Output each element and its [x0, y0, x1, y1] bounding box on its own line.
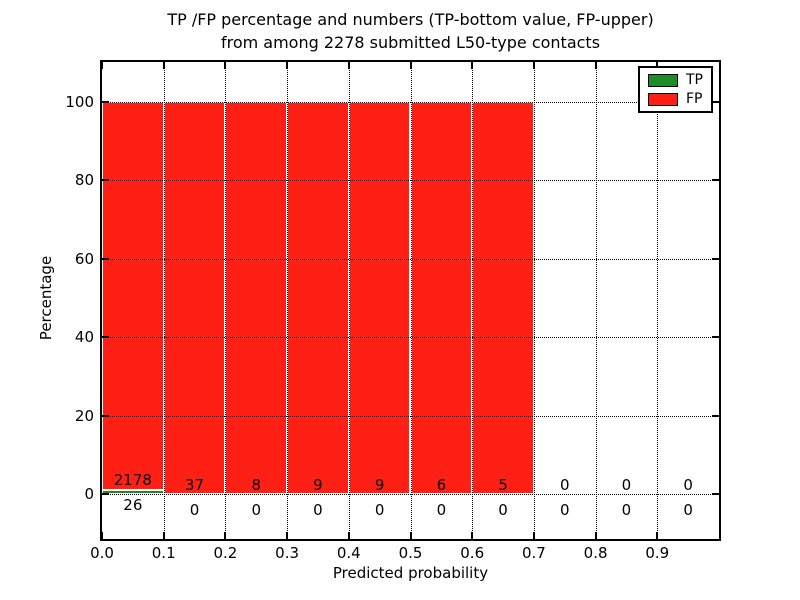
y-tick-left [102, 257, 109, 260]
tp-count-label: 0 [498, 500, 508, 519]
x-tick-top [224, 62, 227, 69]
y-tick-left [102, 100, 109, 103]
y-tick-right [712, 336, 719, 339]
fp-count-label: 8 [251, 475, 262, 494]
fp-count-label: 37 [185, 475, 205, 494]
x-tick-label: 0.6 [460, 544, 485, 562]
x-tick-bottom [347, 532, 350, 539]
fp-color-swatch [648, 92, 678, 106]
legend-entry-fp: FP [648, 92, 703, 106]
gridline-vertical [225, 62, 227, 539]
tp-count-label: 0 [621, 500, 632, 519]
tp-count-label: 0 [189, 500, 200, 519]
fp-count-label: 9 [374, 475, 385, 494]
gridline-vertical [657, 62, 659, 539]
x-tick-label: 0.8 [583, 544, 608, 562]
x-tick-bottom [656, 532, 659, 539]
fp-count-label: 2178 [113, 470, 152, 489]
fp-count-label: 9 [313, 475, 323, 494]
plot-area: TP FP 0 20 40 60 80 100 0.0 0.1 0.2 0.3 0.4 0.5 0.6 0… [65, 60, 721, 562]
tp-count-label: 26 [123, 496, 143, 515]
y-tick-right [712, 414, 719, 417]
y-tick-left [102, 179, 109, 182]
y-tick-right [712, 493, 719, 496]
x-tick-bottom [409, 532, 412, 539]
gridline-vertical [533, 62, 535, 539]
x-tick-top [347, 62, 350, 69]
gridline-vertical [595, 62, 597, 539]
x-tick-label: 0.5 [398, 544, 423, 562]
legend-entry-tp: TP [648, 73, 703, 87]
fp-count-label: 5 [498, 475, 508, 494]
x-tick-bottom [286, 532, 289, 539]
x-tick-bottom [594, 532, 597, 539]
fp-bar [348, 101, 411, 495]
tp-color-swatch [648, 73, 678, 87]
x-tick-top [162, 62, 165, 69]
tp-count-label: 0 [683, 500, 693, 519]
x-axis-label: Predicted probability [332, 564, 489, 582]
chart-title-line-1: TP /FP percentage and numbers (TP-bottom… [167, 10, 654, 29]
y-tick-right [712, 179, 719, 182]
fp-bar [287, 101, 349, 495]
tp-count-label: 0 [313, 500, 323, 519]
fp-count-label: 0 [683, 475, 693, 494]
fp-count-label: 0 [559, 475, 570, 494]
x-tick-bottom [101, 532, 103, 539]
y-tick-label: 80 [74, 171, 94, 190]
tp-count-label: 0 [251, 500, 262, 519]
x-tick-label: 0.4 [336, 544, 361, 562]
x-tick-label: 0.0 [90, 544, 114, 562]
gridline-vertical [472, 62, 474, 539]
fp-count-label: 6 [436, 475, 447, 494]
x-tick-label: 0.7 [521, 544, 546, 562]
y-tick-right [712, 257, 719, 260]
y-tick-left [102, 414, 109, 417]
y-tick-label: 40 [74, 328, 94, 347]
tp-bar [102, 489, 164, 495]
chart-title-line-2: from among 2278 submitted L50-type conta… [220, 33, 601, 52]
x-tick-top [656, 62, 659, 69]
x-tick-bottom [471, 532, 474, 539]
fp-bar [102, 101, 164, 490]
x-tick-top [101, 62, 103, 69]
fp-bar [472, 101, 534, 495]
x-tick-top [409, 62, 412, 69]
gridline-vertical [410, 62, 412, 539]
fp-bar [410, 101, 473, 495]
y-tick-label: 0 [84, 485, 94, 504]
tp-count-label: 0 [374, 500, 385, 519]
x-tick-label: 0.3 [275, 544, 300, 562]
x-tick-label: 0.1 [151, 544, 176, 562]
tp-count-label: 0 [559, 500, 570, 519]
x-tick-top [532, 62, 535, 69]
gridline-vertical [163, 62, 165, 539]
fp-count-label: 0 [621, 475, 632, 494]
chart-title: TP /FP percentage and numbers (TP-bottom… [100, 8, 721, 54]
y-axis-label: Percentage [37, 255, 55, 341]
gridline-vertical [287, 62, 289, 539]
legend-label-tp: TP [686, 72, 703, 88]
tp-count-label: 0 [436, 500, 447, 519]
x-tick-bottom [224, 532, 227, 539]
legend: TP FP [638, 66, 713, 113]
y-tick-label: 20 [74, 406, 94, 425]
x-tick-bottom [532, 532, 535, 539]
gridline-vertical [348, 62, 350, 539]
x-tick-top [471, 62, 474, 69]
x-tick-label: 0.9 [645, 544, 670, 562]
legend-label-fp: FP [686, 91, 703, 107]
y-tick-label: 60 [74, 249, 94, 268]
y-tick-left [102, 493, 109, 496]
y-tick-label: 100 [65, 92, 94, 111]
y-tick-left [102, 336, 109, 339]
fp-bar [225, 101, 288, 495]
x-tick-top [594, 62, 597, 69]
x-tick-top [286, 62, 289, 69]
x-tick-label: 0.2 [213, 544, 238, 562]
fp-bar [163, 101, 226, 495]
x-tick-bottom [162, 532, 165, 539]
y-tick-right [712, 100, 719, 103]
